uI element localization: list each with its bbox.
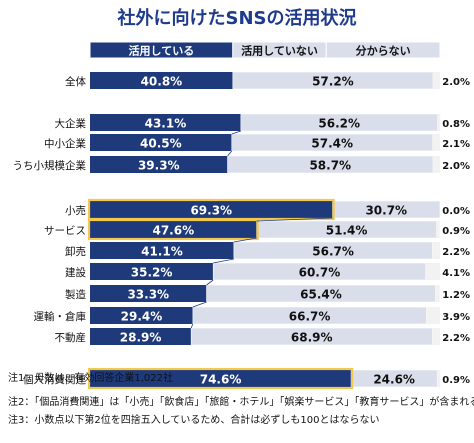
value-label-unknown: 4.1% xyxy=(442,268,470,279)
value-label-unknown: 2.1% xyxy=(442,139,470,150)
bar-used xyxy=(90,134,232,151)
value-label-not-used: 68.9% xyxy=(291,331,333,345)
chart-title: 社外に向けたSNSの活用状況 xyxy=(117,8,357,29)
value-label-used: 40.5% xyxy=(140,137,182,151)
category-label: 全体 xyxy=(65,75,86,88)
value-label-used: 28.9% xyxy=(120,331,162,345)
value-label-not-used: 57.2% xyxy=(312,75,354,89)
category-label: サービス xyxy=(44,225,86,237)
bar-used xyxy=(90,242,234,259)
note-3: 注3：小数点以下第2位を四捨五入しているため、合計は必ずしも100とはならない xyxy=(8,415,380,426)
highlight-border xyxy=(87,218,259,241)
value-label-unknown: 2.0% xyxy=(442,77,470,88)
bar-unknown xyxy=(433,156,440,173)
value-label-unknown: 1.2% xyxy=(442,290,470,301)
connector-line xyxy=(256,217,333,222)
bar-unknown xyxy=(435,285,440,302)
value-label-not-used: 56.2% xyxy=(318,117,360,131)
bar-unknown xyxy=(437,114,441,131)
connector-line xyxy=(192,301,207,308)
category-label: 不動産 xyxy=(55,331,87,344)
bar-used xyxy=(90,72,233,89)
value-label-unknown: 0.8% xyxy=(442,119,470,130)
value-label-unknown: 0.9% xyxy=(442,226,470,237)
value-label-unknown: 0.0% xyxy=(442,206,470,217)
value-label-unknown: 0.9% xyxy=(442,375,470,386)
category-label: 卸売 xyxy=(65,245,86,258)
bar-unknown xyxy=(432,328,440,345)
bar-unknown xyxy=(432,134,440,151)
connector-line xyxy=(206,279,214,286)
connector-line xyxy=(233,237,257,243)
connector-line xyxy=(231,130,241,135)
bar-not-used xyxy=(192,306,427,325)
value-label-not-used: 57.4% xyxy=(311,137,353,151)
value-label-not-used: 58.7% xyxy=(309,159,351,173)
bar-unknown xyxy=(436,221,440,238)
legend-swatch-3 xyxy=(325,41,441,59)
highlight-border xyxy=(87,367,354,390)
category-label: 建設 xyxy=(65,266,86,279)
value-label-not-used: 56.7% xyxy=(312,245,354,259)
bar-used xyxy=(90,307,193,324)
bar-unknown xyxy=(432,242,440,259)
bar-used xyxy=(90,263,214,280)
value-label-not-used: 66.7% xyxy=(289,310,331,324)
legend-entry-2: 活用していない xyxy=(241,44,318,58)
category-label: 個人消費関連 xyxy=(23,373,86,386)
value-label-not-used: 24.6% xyxy=(373,373,415,387)
value-label-used: 35.2% xyxy=(131,266,173,280)
value-label-not-used: 60.7% xyxy=(299,266,341,280)
note-2: 注2：「個品消費関連」は「小売」「飲食店」「旅館・ホテル」「娯楽サービス」「教育… xyxy=(8,397,474,408)
note-1: 注1：母数は、有効回答企業1,022社 xyxy=(8,373,173,384)
connector-line xyxy=(227,150,233,157)
category-label: うち小規模企業 xyxy=(13,159,87,172)
bar-unknown xyxy=(433,72,440,89)
bar-used xyxy=(90,370,352,387)
value-label-unknown: 3.9% xyxy=(442,312,470,323)
category-label: 製造 xyxy=(65,288,86,301)
value-label-unknown: 2.2% xyxy=(442,333,470,344)
bar-unknown xyxy=(437,370,441,387)
bar-unknown xyxy=(425,263,440,280)
category-label: 大企業 xyxy=(55,117,87,130)
bar-used xyxy=(90,328,192,345)
bar-unknown xyxy=(426,307,440,324)
category-label: 中小企業 xyxy=(44,137,86,150)
value-label-used: 40.8% xyxy=(141,75,183,89)
value-label-not-used: 51.4% xyxy=(326,224,368,238)
bar-used xyxy=(90,285,207,302)
value-label-used: 47.6% xyxy=(152,224,194,238)
value-label-used: 41.1% xyxy=(141,245,183,259)
category-label: 小売 xyxy=(65,204,86,217)
value-label-used: 33.3% xyxy=(127,288,169,302)
value-label-used: 74.6% xyxy=(200,373,242,387)
legend-entry-3: 分からない xyxy=(356,44,411,58)
bar-used xyxy=(90,114,241,131)
bar-used xyxy=(90,221,257,238)
connector-line xyxy=(190,323,194,329)
bar-used xyxy=(90,156,228,173)
value-label-unknown: 2.2% xyxy=(442,247,470,258)
category-label: 運輸・倉庫 xyxy=(34,310,87,323)
value-label-used: 69.3% xyxy=(190,204,232,218)
legend-entry-1: 活用している xyxy=(129,44,195,58)
value-label-unknown: 2.0% xyxy=(442,161,470,172)
value-label-used: 43.1% xyxy=(145,117,187,131)
value-label-used: 39.3% xyxy=(138,159,180,173)
value-label-not-used: 65.4% xyxy=(300,288,342,302)
value-label-used: 29.4% xyxy=(121,310,163,324)
bar-used xyxy=(90,201,333,218)
connector-line xyxy=(213,258,234,264)
value-label-not-used: 30.7% xyxy=(365,204,407,218)
